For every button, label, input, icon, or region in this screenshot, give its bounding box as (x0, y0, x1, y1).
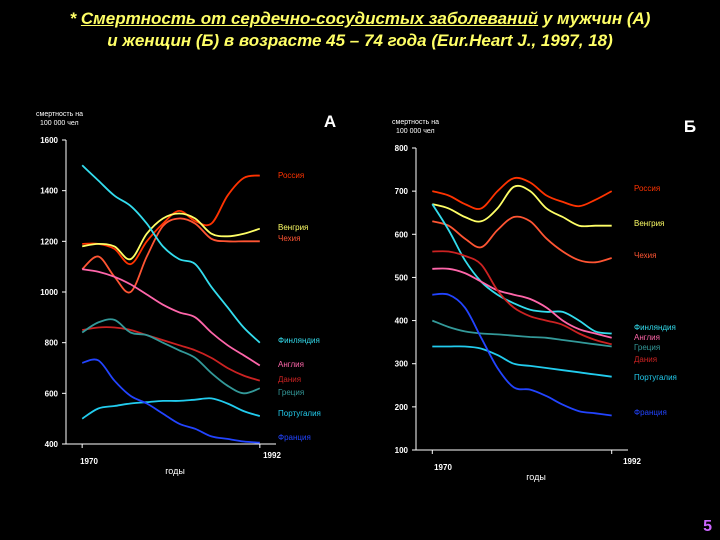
panel-b-series-label: Чехия (634, 251, 656, 260)
panel-b-series-line (432, 176, 613, 210)
panel-b-y-label-line2: 100 000 чел (396, 128, 435, 135)
panel-b-series-label: Венгрия (634, 219, 664, 228)
panel-b-y-tick-label: 100 (395, 446, 409, 455)
panel-b-series-label: Греция (634, 343, 660, 352)
panel-a-series-label: Чехия (278, 234, 300, 243)
panel-b-series-line (432, 250, 612, 346)
panel-a-y-tick-label: 400 (45, 440, 59, 449)
panel-a-title: А (324, 112, 336, 131)
panel-a-series-line (81, 164, 261, 344)
panel-b-y-tick-label: 600 (395, 230, 409, 239)
panel-a-series-line (81, 358, 260, 444)
panel-a-series-line (81, 318, 261, 395)
panel-a-series-label: Англия (278, 360, 304, 369)
title-star: * (69, 9, 81, 28)
panel-a-y-tick-label: 600 (45, 389, 59, 398)
panel-b-series-line (432, 267, 612, 339)
slide-title: * Смертность от сердечно-сосудистых забо… (8, 8, 712, 52)
panel-a-y-tick-label: 1200 (40, 237, 58, 246)
panel-a-x-tick-label: 1970 (80, 457, 98, 466)
panel-b-x-tick-label: 1992 (623, 457, 641, 466)
panel-a-y-label-line1: смертность на (36, 111, 83, 118)
panel-a-series-label: Финляндия (278, 336, 320, 345)
panel-a-series-line (81, 217, 260, 294)
panel-a-series-label: Дания (278, 375, 301, 384)
panel-b-series-label: Франция (634, 408, 667, 417)
slide-number: 5 (703, 518, 712, 535)
panel-a-y-tick-label: 1000 (40, 288, 58, 297)
panel-a-x-label: годы (165, 466, 185, 476)
panel-b-y-label-line1: смертность на (392, 119, 439, 126)
title-rest: у мужчин (А) (538, 9, 651, 28)
panel-b-series-line (432, 215, 612, 264)
panel-a-x-tick-label: 1992 (263, 451, 281, 460)
panel-a-series-label: Россия (278, 171, 304, 180)
panel-a-series-line (82, 212, 261, 261)
panel-b-series-label: Португалия (634, 373, 677, 382)
panel-b-series-label: Россия (634, 184, 660, 193)
panel-a-y-tick-label: 800 (45, 339, 59, 348)
panel-a-series-label: Венгрия (278, 223, 308, 232)
panel-b-y-tick-label: 500 (395, 273, 409, 282)
panel-b-series-label: Англия (634, 333, 660, 342)
panel-b-series-line (432, 292, 612, 417)
panel-b-series-line (432, 184, 612, 228)
panel-a-series-line (81, 397, 261, 420)
panel-b-x-label: годы (526, 472, 546, 482)
title-line-1: * Смертность от сердечно-сосудистых забо… (8, 8, 712, 30)
panel-b-y-tick-label: 700 (395, 187, 409, 196)
panel-a-series-line (82, 326, 261, 382)
panel-a-series-label: Франция (278, 433, 311, 442)
panel-a-series-line (82, 268, 261, 367)
panel-b-y-tick-label: 200 (395, 403, 409, 412)
panel-b-title: Б (684, 117, 696, 136)
panel-b-series-line (432, 345, 612, 378)
panel-a-series-label: Греция (278, 388, 304, 397)
panel-b-series-line (431, 203, 612, 335)
panel-a-y-tick-label: 1400 (40, 187, 58, 196)
panel-b-y-tick-label: 800 (395, 144, 409, 153)
panel-b-x-tick-label: 1970 (434, 463, 452, 472)
panel-b-series-label: Дания (634, 355, 657, 364)
panel-b-y-tick-label: 300 (395, 360, 409, 369)
panel-b-series-label: Финляндия (634, 323, 676, 332)
title-underlined: Смертность от сердечно-сосудистых заболе… (80, 9, 539, 28)
panel-a-y-tick-label: 1600 (40, 136, 58, 145)
panel-b-series-line (431, 319, 612, 348)
panel-b-y-tick-label: 400 (395, 317, 409, 326)
panel-a-y-label-line2: 100 000 чел (40, 120, 79, 127)
title-line-2: и женщин (Б) в возрасте 45 – 74 года (Eu… (107, 31, 613, 50)
panel-a-series-label: Португалия (278, 409, 321, 418)
